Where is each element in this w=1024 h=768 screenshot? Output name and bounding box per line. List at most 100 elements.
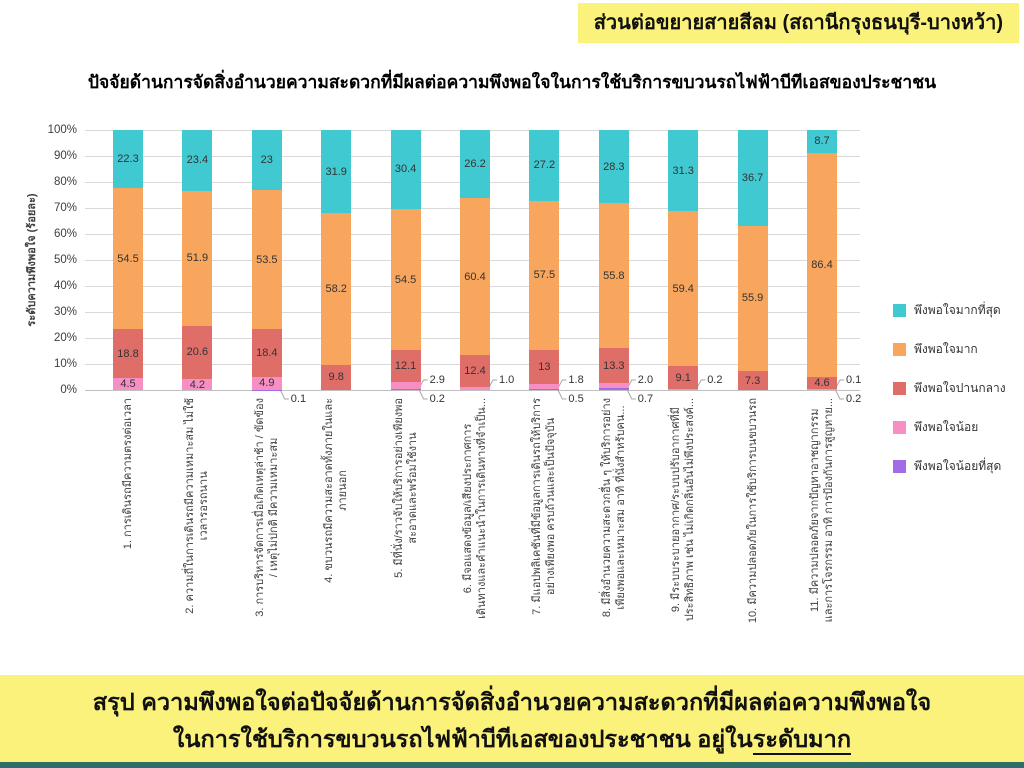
category-label-wrap: 5. มีที่นั่ง/ราวจับให้บริการอย่างเพียงพอ… (386, 398, 426, 668)
bar-segment (390, 350, 421, 382)
bar-segment (807, 130, 837, 153)
bar-segment-label: 31.9 (325, 165, 347, 178)
bar-segment (529, 350, 560, 385)
legend-swatch (893, 459, 906, 473)
legend-label: พึงพอใจมากที่สุด (914, 302, 1001, 317)
category-label: 7. มีแอปพลิเคชันที่มีข้อมูลการเดินรถให้บ… (531, 398, 558, 615)
callout-label: 0.1 (846, 374, 862, 386)
bar-segment-label: 20.6 (186, 346, 209, 359)
legend-item: พึงพอใจน้อยที่สุด (893, 458, 1001, 474)
bar-segment (251, 377, 282, 390)
bar-segment (460, 355, 490, 388)
bar-segment-label: 23 (260, 154, 273, 167)
bar-segment-label: 54.5 (394, 273, 417, 286)
bar-segment-label: 4.2 (189, 378, 206, 391)
category-label: 1. การเดินรถมีความตรงต่อเวลา (122, 398, 134, 550)
bar-segment-label: 53.5 (256, 253, 278, 266)
legend-label: พึงพอใจน้อยที่สุด (914, 458, 1002, 473)
bar-segment-label: 8.7 (814, 135, 830, 148)
y-tick-label: 0% (60, 384, 77, 396)
bar-segment (598, 382, 629, 389)
bar-segment-label: 51.9 (186, 252, 209, 265)
bar-segment-label: 9.8 (328, 371, 344, 384)
y-tick-label: 100% (47, 124, 77, 136)
y-tick-label: 70% (53, 202, 77, 214)
bar-segment-label: 13 (538, 361, 551, 374)
bottom-strip (0, 762, 1024, 768)
y-tick-label: 50% (53, 254, 77, 266)
bar-segment-label: 60.4 (464, 270, 486, 283)
bar-segment-label: 26.2 (464, 158, 486, 171)
bar-segment (321, 130, 352, 214)
callout-label: 1.8 (568, 374, 584, 386)
summary-line-1: สรุป ความพึงพอใจต่อปัจจัยด้านการจัดสิ่งอ… (92, 689, 932, 715)
bar-segment-label: 55.8 (603, 269, 625, 282)
legend-label: พึงพอใจมาก (914, 341, 978, 356)
bar-segment (460, 198, 490, 356)
bar-segment (460, 130, 490, 199)
bar-segment-label: 27.2 (533, 159, 556, 172)
bar-segment (182, 129, 213, 191)
callout-label: 0.7 (637, 393, 654, 405)
bar-segment (182, 190, 213, 326)
legend-item: พึงพอใจปานกลาง (893, 380, 1006, 396)
bar-segment-label: 36.7 (741, 171, 764, 184)
bar-segment (737, 371, 768, 390)
bar-segment (529, 200, 560, 351)
category-label-wrap: 4. ขบวนรถมีความสะอาดทั้งภายในและ ภายนอก (316, 398, 356, 668)
category-label: 6. มีจอแสดงข้อมูล/เสียงประกาศการ เดินทาง… (462, 398, 488, 619)
bar-segment-label: 55.9 (741, 292, 764, 305)
bar-segment-label: 4.6 (814, 377, 830, 390)
y-tick-label: 90% (53, 150, 77, 162)
gridline (85, 390, 860, 391)
y-tick-label: 10% (53, 358, 77, 370)
category-label: 8. มีสิ่งอำนวยความสะดวกอื่น ๆ ให้บริการอ… (600, 398, 627, 618)
bar-segment (113, 129, 143, 188)
bar-segment (668, 130, 699, 212)
legend-swatch (893, 420, 906, 434)
bar-segment (321, 213, 352, 365)
y-tick-label: 20% (53, 332, 77, 344)
bar-segment (460, 387, 490, 390)
bar-segment (737, 225, 768, 371)
category-label: 3. การบริหารจัดการเมื่อเกิดเหตุล่าช้า / … (253, 398, 280, 617)
category-label-wrap: 3. การบริหารจัดการเมื่อเกิดเหตุล่าช้า / … (247, 398, 287, 668)
category-label: 9. มีระบบระบายอากาศ/ระบบปรับอากาศที่มี ป… (670, 398, 697, 622)
y-tick-label: 30% (53, 306, 77, 318)
bar-segment (807, 152, 837, 378)
legend-item: พึงพอใจมาก (893, 341, 978, 357)
bar-segment-label: 28.3 (603, 160, 625, 173)
bar-segment (390, 381, 421, 390)
legend-label: พึงพอใจปานกลาง (914, 380, 1006, 395)
callout-label: 0.2 (846, 393, 862, 405)
bar-segment-label: 86.4 (811, 258, 833, 271)
y-tick-label: 40% (53, 280, 77, 292)
legend-swatch (893, 303, 906, 317)
category-label-wrap: 1. การเดินรถมีความตรงต่อเวลา (108, 398, 148, 668)
bar-segment (668, 211, 699, 366)
callout-label: 2.0 (637, 374, 654, 386)
callout-label: 1.0 (499, 374, 515, 386)
bar-segment-label: 9.1 (675, 371, 691, 384)
bar-segment-label: 31.3 (672, 164, 694, 177)
bar-segment-label: 59.4 (672, 282, 694, 295)
callout-label: 0.5 (568, 393, 584, 405)
bar-segment (251, 190, 282, 330)
category-label-wrap: 10. มีความปลอดภัยในการใช้บริการบนขบวนรถ (733, 398, 773, 668)
bar-segment-label: 12.4 (464, 365, 486, 378)
legend-label: พึงพอใจน้อย (914, 419, 979, 434)
bar-segment (251, 130, 282, 191)
summary-line-2: ในการใช้บริการขบวนรถไฟฟ้าบีทีเอสของประชา… (0, 721, 1024, 758)
bar-segment-label: 23.4 (186, 154, 209, 167)
bar-segment (390, 208, 421, 351)
bar-segment-label: 7.3 (744, 374, 761, 387)
bar-segment-label: 54.5 (117, 252, 139, 265)
chart-title: ปัจจัยด้านการจัดสิ่งอำนวยความสะดวกที่มีผ… (87, 72, 937, 92)
category-label: 11. มีความปลอดภัยจากปัญหาอาชญากรรม และกา… (809, 398, 835, 623)
bar-segment (737, 130, 768, 226)
bar-segment-label: 4.9 (259, 377, 275, 390)
bar-segment (113, 378, 143, 390)
bar-segment (668, 389, 699, 390)
summary-footer: สรุป ความพึงพอใจต่อปัจจัยด้านการจัดสิ่งอ… (0, 675, 1024, 762)
